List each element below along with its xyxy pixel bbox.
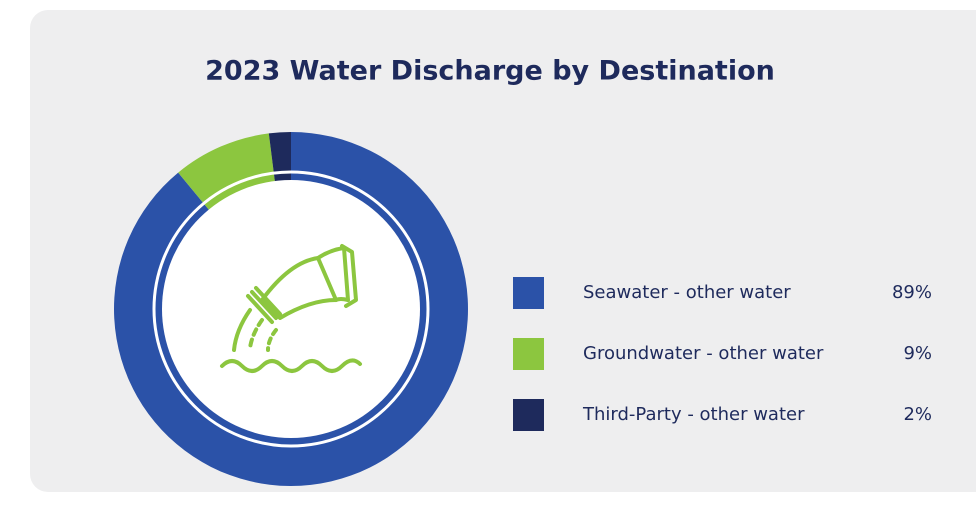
donut xyxy=(113,132,468,486)
stream-2 xyxy=(248,318,264,350)
legend-swatch xyxy=(513,399,544,431)
water-wave xyxy=(220,358,362,373)
pipe-rim xyxy=(340,244,358,308)
stream-3 xyxy=(266,328,278,352)
legend-swatch xyxy=(513,338,544,370)
pipe-icon xyxy=(220,244,362,373)
legend-swatch xyxy=(513,277,544,309)
donut-segment xyxy=(268,132,291,183)
legend-value: 89% xyxy=(892,282,932,303)
pipe-bend xyxy=(260,256,338,320)
pipe-end xyxy=(316,246,350,302)
legend-label: Seawater - other water xyxy=(583,282,791,303)
inner-ring xyxy=(152,170,430,448)
donut-segment xyxy=(178,133,275,211)
stream-1 xyxy=(232,308,252,352)
inner-disk xyxy=(162,180,420,438)
legend-value: 9% xyxy=(903,343,932,364)
chart-title: 2023 Water Discharge by Destination xyxy=(205,56,775,87)
legend-label: Groundwater - other water xyxy=(583,343,824,364)
legend: Seawater - other water 89% Groundwater - o… xyxy=(513,277,932,431)
pipe-flange xyxy=(246,286,282,324)
legend-value: 2% xyxy=(903,404,932,425)
legend-label: Third-Party - other water xyxy=(582,404,805,425)
